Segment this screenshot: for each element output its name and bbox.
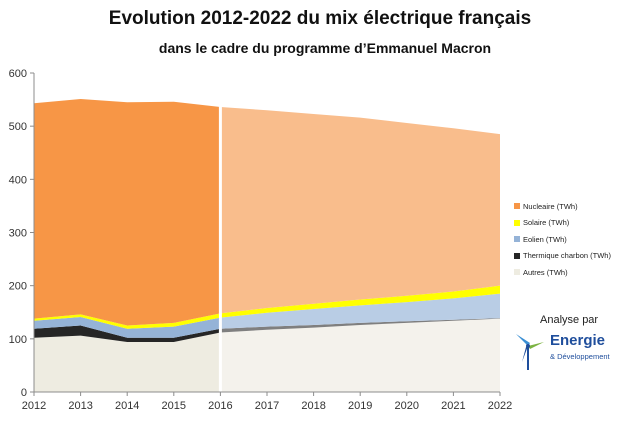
y-tick-label: 0 xyxy=(21,387,27,399)
legend-swatch xyxy=(514,219,520,226)
legend-item-nucleaire: Nucleaire (TWh) xyxy=(514,198,611,215)
y-tick-label: 600 xyxy=(9,68,27,80)
y-tick-label: 100 xyxy=(9,334,27,346)
legend-label: Eolien (TWh) xyxy=(523,234,567,244)
x-tick-label: 2019 xyxy=(348,400,372,412)
x-tick-label: 2017 xyxy=(255,400,279,412)
branding-name: Energie xyxy=(550,332,606,349)
legend-item-eolien: Eolien (TWh) xyxy=(514,231,611,248)
area-solaire-projection xyxy=(220,285,500,318)
area-autres-historical xyxy=(34,332,221,392)
area-solaire-historical xyxy=(34,313,221,329)
y-tick-label: 200 xyxy=(9,281,27,293)
area-nucleaire-historical xyxy=(34,99,221,326)
legend-label: Solaire (TWh) xyxy=(523,218,570,228)
legend-swatch xyxy=(514,203,520,210)
x-tick-label: 2022 xyxy=(488,400,512,412)
branding: Analyse par Energie & Développement xyxy=(512,314,632,374)
legend-label: Autres (TWh) xyxy=(523,267,568,277)
area-nucleaire-projection xyxy=(220,107,500,314)
legend-swatch xyxy=(514,236,520,243)
legend-swatch xyxy=(514,252,520,259)
x-tick-label: 2016 xyxy=(208,400,232,412)
legend-label: Thermique charbon (TWh) xyxy=(523,251,611,261)
x-tick-label: 2012 xyxy=(22,400,46,412)
y-tick-label: 500 xyxy=(9,121,27,133)
area-thermique-charbon-projection xyxy=(220,318,500,333)
legend-swatch xyxy=(514,269,520,276)
y-tick-labels: 0 100 200 300 400 500 600 xyxy=(9,68,34,399)
area-autres-projection xyxy=(220,318,500,392)
x-tick-label: 2015 xyxy=(162,400,186,412)
branding-caption: Analyse par xyxy=(540,314,599,326)
x-tick-label: 2013 xyxy=(68,400,92,412)
y-tick-label: 300 xyxy=(9,228,27,240)
branding-subname: & Développement xyxy=(550,352,610,361)
x-tick-labels: 2012 2013 2014 2015 2016 2017 2018 2019 2020 2021… xyxy=(22,392,512,412)
x-tick-label: 2021 xyxy=(441,400,465,412)
wind-turbine-logo-icon xyxy=(516,334,544,370)
legend: Nucleaire (TWh) Solaire (TWh) Eolien (TW… xyxy=(514,198,611,281)
area-thermique-charbon-historical xyxy=(34,325,221,343)
legend-label: Nucleaire (TWh) xyxy=(523,201,578,211)
x-tick-label: 2014 xyxy=(115,400,139,412)
area-eolien-projection xyxy=(220,293,500,329)
legend-item-autres: Autres (TWh) xyxy=(514,264,611,281)
chart-subtitle: dans le cadre du programme d’Emmanuel Ma… xyxy=(158,40,492,56)
x-tick-label: 2020 xyxy=(395,400,419,412)
y-tick-label: 400 xyxy=(9,174,27,186)
area-eolien-historical xyxy=(34,317,221,338)
area-layers xyxy=(34,99,500,392)
x-tick-label: 2018 xyxy=(301,400,325,412)
chart-title: Evolution 2012-2022 du mix électrique fr… xyxy=(108,8,532,29)
legend-item-solaire: Solaire (TWh) xyxy=(514,215,611,232)
legend-item-thermique-charbon: Thermique charbon (TWh) xyxy=(514,248,611,265)
